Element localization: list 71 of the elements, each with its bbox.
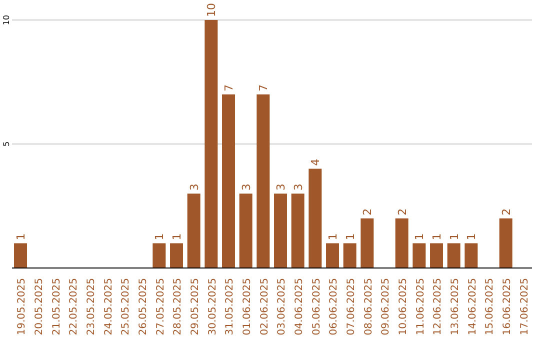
data-label: 10	[205, 3, 218, 17]
bar	[308, 168, 322, 268]
x-tick-label: 07.06.2025	[346, 278, 357, 336]
bar	[291, 194, 304, 268]
bar	[326, 243, 339, 268]
x-tick-label: 20.05.2025	[34, 278, 45, 336]
data-label: 1	[465, 233, 478, 240]
bar	[499, 218, 512, 268]
bar	[204, 20, 218, 268]
bar	[239, 194, 252, 268]
bar	[430, 243, 443, 268]
data-label: 7	[222, 84, 236, 92]
x-tick-label: 12.06.2025	[432, 278, 444, 336]
data-label: 1	[153, 233, 166, 240]
data-label: 3	[292, 184, 305, 191]
data-label: 1	[344, 233, 357, 240]
data-label: 1	[326, 233, 340, 240]
x-tick-label: 06.06.2025	[328, 278, 340, 336]
x-tick-label: 01.06.2025	[242, 278, 253, 336]
x-tick-label: 30.05.2025	[207, 278, 218, 336]
x-tick-label: 17.06.2025	[519, 278, 530, 336]
data-label: 4	[309, 158, 322, 166]
data-label: 1	[14, 233, 28, 240]
x-tick-label: 29.05.2025	[190, 278, 201, 336]
bar	[170, 243, 183, 268]
x-tick-label: 27.05.2025	[155, 278, 166, 336]
x-tick-label: 26.05.2025	[138, 278, 149, 336]
data-label: 1	[448, 233, 461, 240]
x-tick-label: 24.05.2025	[103, 278, 114, 336]
bar	[222, 94, 235, 268]
x-tick-label: 19.05.2025	[16, 278, 28, 336]
y-tick-label: 5	[2, 141, 11, 147]
x-tick-label: 04.06.2025	[294, 278, 305, 336]
data-label: 1	[413, 233, 426, 240]
bar	[395, 218, 408, 268]
data-label: 2	[361, 208, 374, 216]
data-label: 3	[274, 184, 288, 191]
data-label: 3	[188, 184, 201, 191]
x-tick-label: 11.06.2025	[415, 278, 426, 336]
bar	[14, 243, 27, 268]
bar	[274, 194, 287, 268]
bar	[152, 243, 166, 268]
data-label: 7	[257, 84, 270, 92]
x-tick-label: 25.05.2025	[120, 278, 132, 336]
data-label: 1	[430, 233, 444, 240]
data-label: 3	[240, 184, 253, 191]
bar	[187, 194, 200, 268]
x-tick-label: 05.06.2025	[311, 278, 322, 336]
data-label: 2	[396, 208, 409, 216]
bar	[343, 243, 356, 268]
bar	[256, 94, 270, 268]
x-tick-label: 22.05.2025	[68, 278, 80, 336]
bar	[360, 218, 374, 268]
data-label: 1	[170, 233, 184, 240]
x-tick-label: 03.06.2025	[276, 278, 288, 336]
x-tick-label: 16.06.2025	[502, 278, 513, 336]
x-tick-label: 10.06.2025	[398, 278, 409, 336]
x-tick-label: 13.06.2025	[450, 278, 461, 336]
x-tick-label: 02.06.2025	[259, 278, 270, 336]
x-tick-label: 23.05.2025	[86, 278, 97, 336]
x-tick-label: 14.06.2025	[467, 278, 478, 336]
bar	[464, 243, 478, 268]
bar	[447, 243, 460, 268]
x-tick-label: 28.05.2025	[172, 278, 184, 336]
x-tick-label: 15.06.2025	[484, 278, 496, 336]
x-tick-label: 08.06.2025	[363, 278, 374, 336]
x-tick-label: 09.06.2025	[380, 278, 392, 336]
data-label: 2	[500, 208, 513, 216]
x-tick-label: 31.05.2025	[224, 278, 236, 336]
bar	[412, 243, 426, 268]
x-tick-label: 21.05.2025	[51, 278, 62, 336]
